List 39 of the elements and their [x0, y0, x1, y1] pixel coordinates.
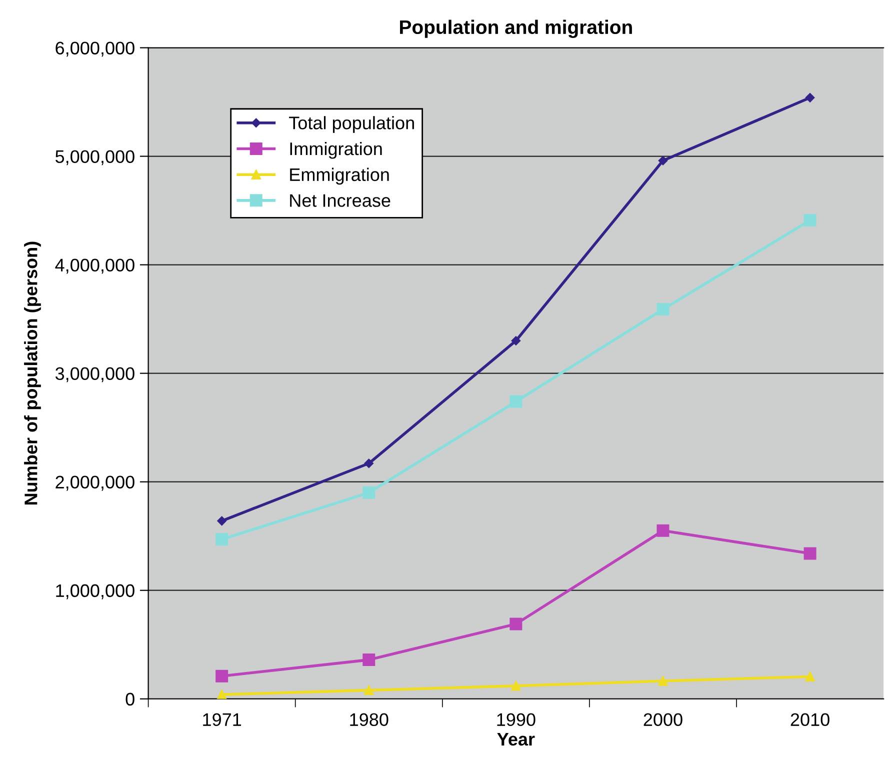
- chart-title: Population and migration: [400, 20, 632, 38]
- legend-label: Total population: [289, 116, 414, 133]
- point: [510, 395, 522, 408]
- y-tick-label: 2,000,000: [56, 476, 134, 491]
- point: [805, 93, 815, 102]
- x-tick-label: 1990: [497, 713, 536, 726]
- x-tick-label: 1980: [350, 713, 388, 726]
- point: [362, 486, 376, 499]
- y-tick-label: 3,000,000: [55, 367, 134, 382]
- y-tick-label: 0: [126, 692, 134, 706]
- point: [805, 672, 815, 682]
- point: [364, 458, 374, 468]
- point: [511, 336, 521, 346]
- y-tick-label: 5,000,000: [56, 150, 134, 166]
- legend-label: Emmigration: [290, 168, 389, 185]
- point: [510, 618, 522, 630]
- y-axis-title: Number of population (person): [24, 242, 41, 504]
- point: [362, 654, 376, 666]
- y-tick-label: 4,000,000: [55, 258, 134, 274]
- x-tick-label: 1971: [203, 713, 242, 726]
- x-axis-title: Year: [497, 733, 535, 746]
- y-tick-label: 1,000,000: [56, 584, 134, 600]
- point: [511, 680, 521, 691]
- point: [217, 516, 226, 526]
- point: [656, 303, 670, 316]
- x-tick-label: 2000: [644, 713, 682, 726]
- x-tick-label: 2010: [790, 713, 830, 726]
- point: [216, 670, 228, 682]
- point: [658, 156, 668, 166]
- legend-label: Immigration: [290, 142, 382, 159]
- legend-label: Net Increase: [290, 194, 390, 207]
- point: [364, 685, 374, 696]
- point: [804, 547, 816, 560]
- point: [656, 524, 670, 537]
- point: [216, 690, 227, 699]
- point: [216, 533, 228, 546]
- y-tick-label: 6,000,000: [56, 42, 134, 57]
- point: [804, 214, 816, 227]
- point: [658, 676, 668, 686]
